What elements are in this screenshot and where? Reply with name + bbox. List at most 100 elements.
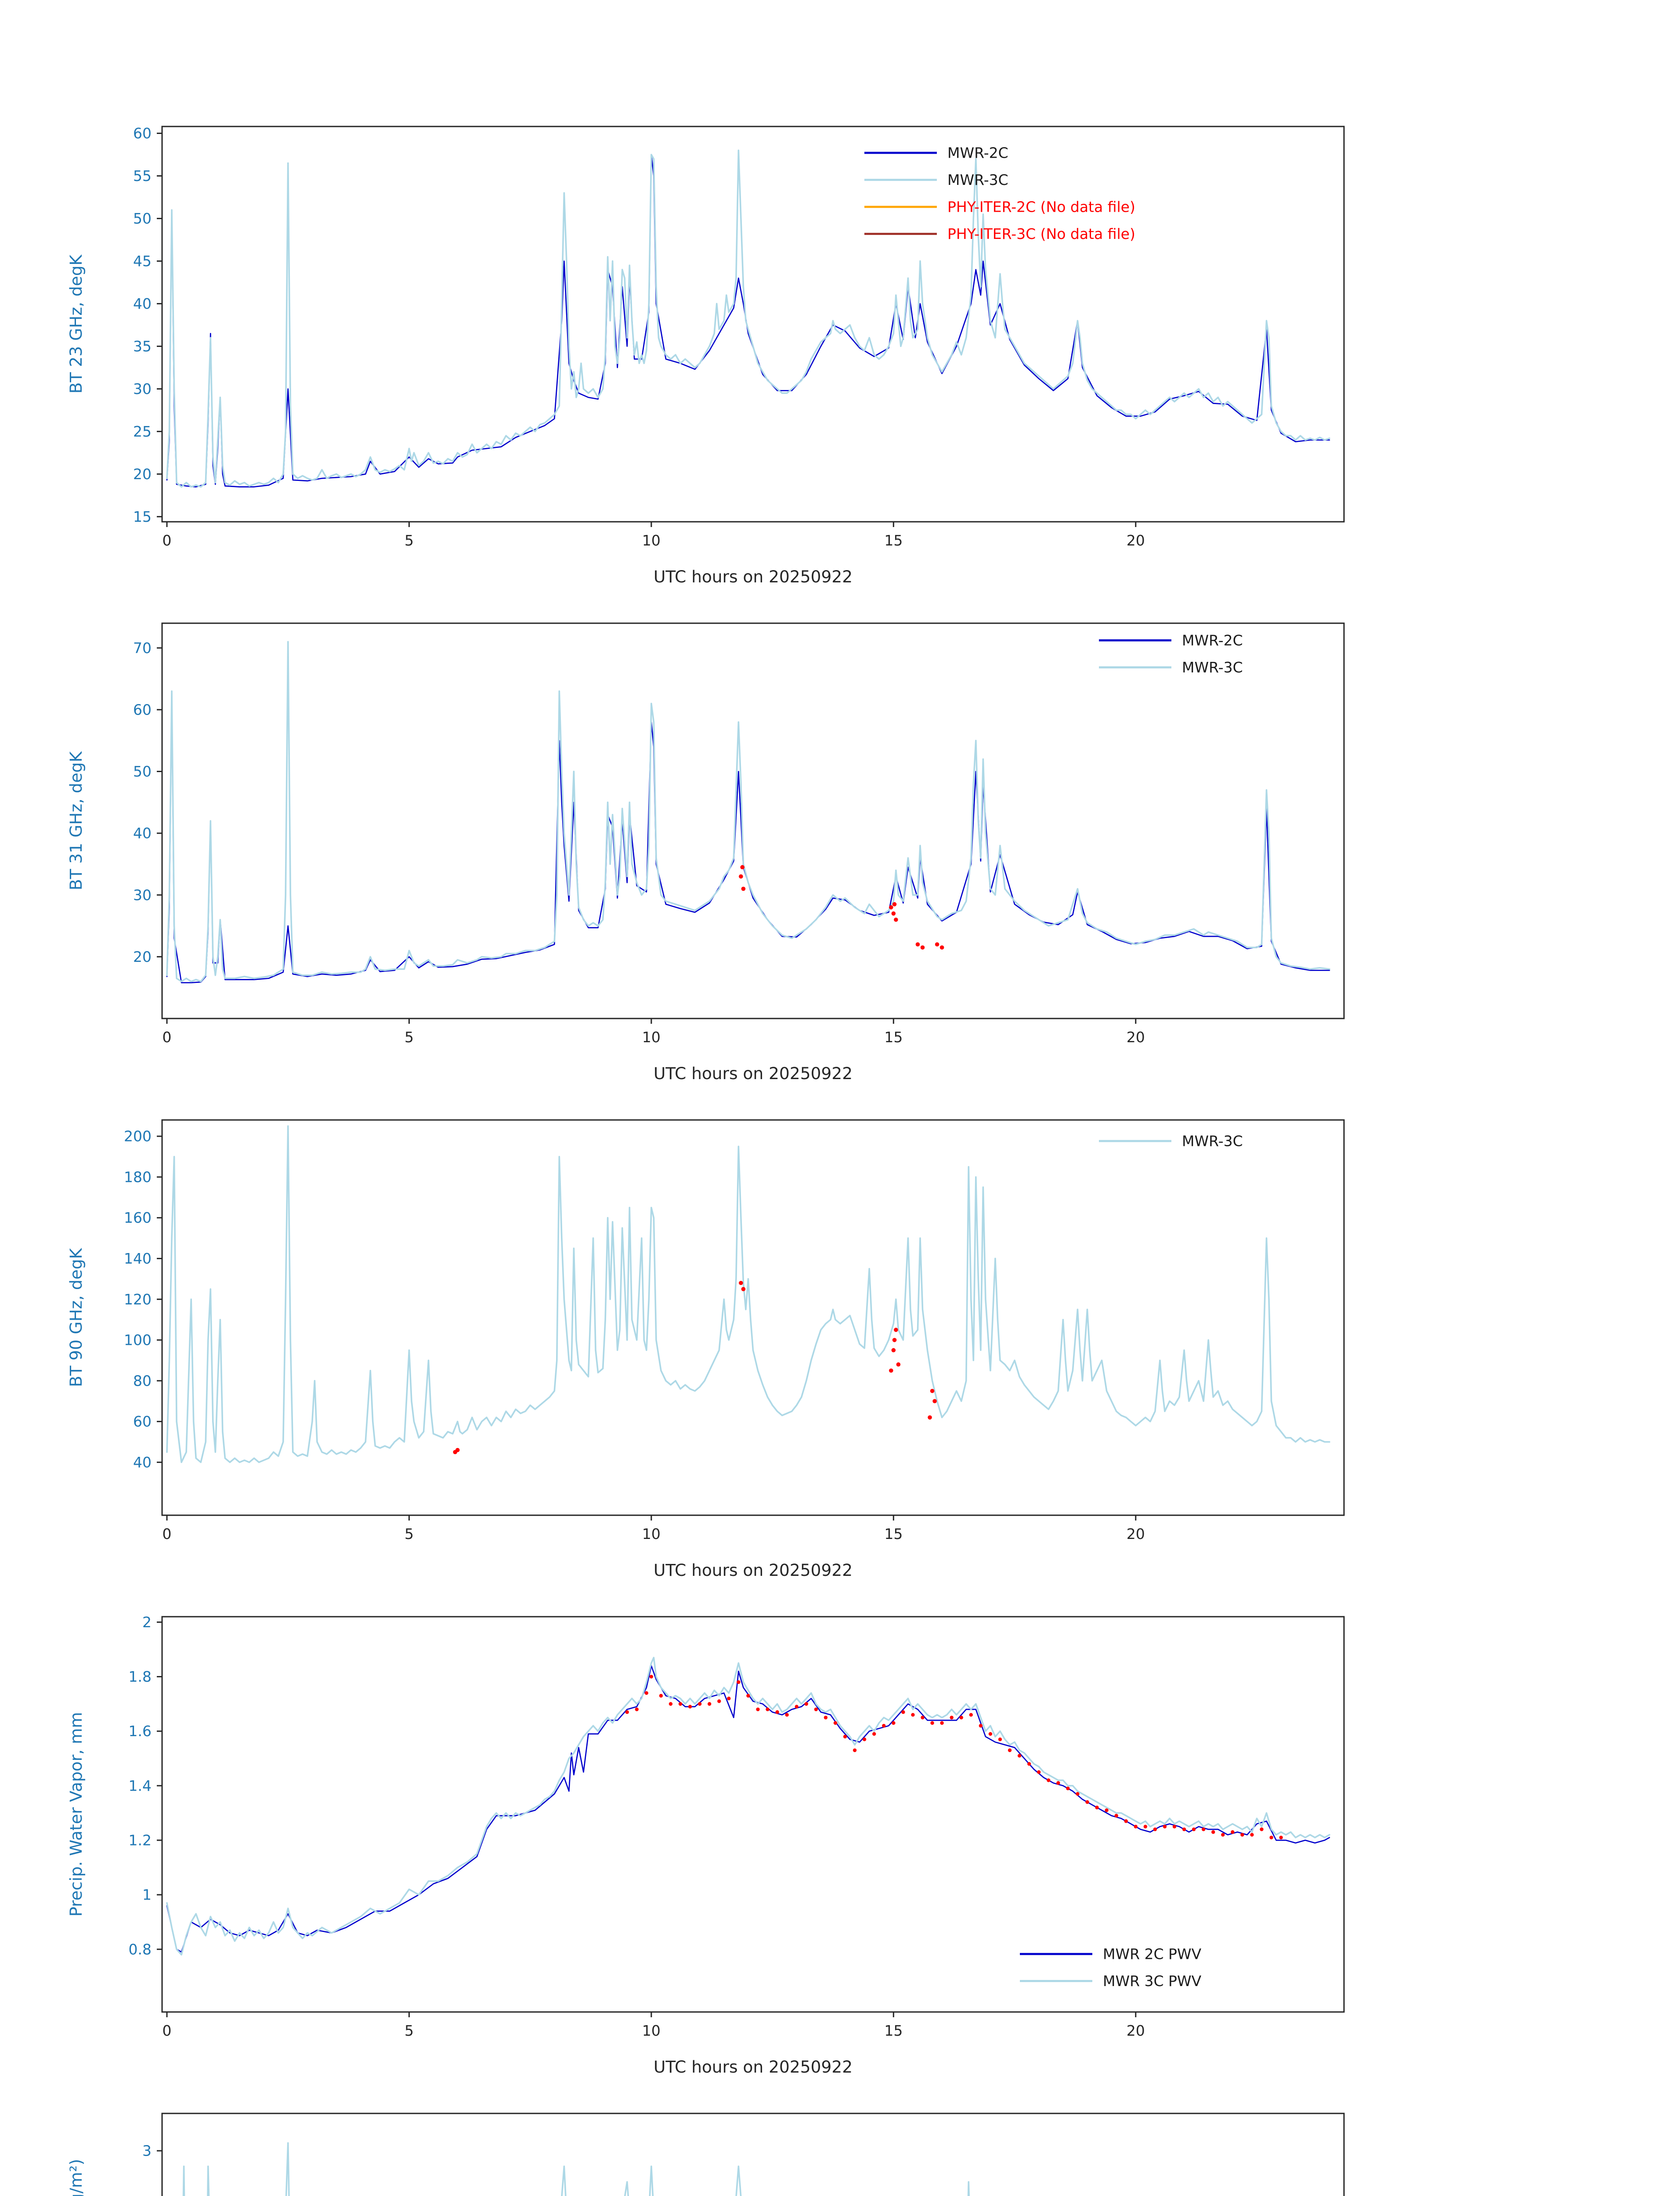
y-tick-label: 35 (133, 338, 152, 355)
legend: MWR-2C MWR-3C PHY-ITER-2C (No data file) PH… (864, 144, 1135, 242)
y-tick-label: 25 (133, 423, 152, 440)
plot-frame (161, 1119, 1345, 1516)
y-tick-label: 1.6 (129, 1723, 152, 1740)
y-tick-label: 2 (142, 1614, 152, 1631)
scatter-point (1172, 1824, 1177, 1829)
scatter-point (688, 1705, 692, 1709)
scatter-point (896, 1362, 901, 1367)
scatter-point (804, 1702, 809, 1706)
x-tick-label: 0 (163, 1525, 172, 1542)
scatter-point (727, 1697, 731, 1701)
series-line-mwr-2c-pwv (166, 1665, 1330, 1953)
chart-panel-bt31: 0 5 10 15 20 20 30 40 50 60 70 UTC hours on 2025092… (0, 617, 1680, 1113)
scatter-point (1105, 1808, 1109, 1812)
legend: MWR-2C MWR-3C (1099, 632, 1243, 676)
y-tick-label: 120 (124, 1291, 152, 1308)
scatter-point (659, 1694, 663, 1698)
series-line-mwr-3c (166, 1125, 1330, 1463)
y-tick-label: 30 (133, 380, 152, 397)
scatter-point (717, 1699, 721, 1703)
y-tick-label: 1 (142, 1886, 152, 1903)
scatter-point (739, 1281, 743, 1285)
scatter-point (969, 1713, 973, 1717)
scatter-point (739, 874, 743, 879)
scatter-point (814, 1707, 818, 1712)
chart-panel-lwp: 0510152011.522.53UTC hours on 20250922lo… (0, 2107, 1680, 2196)
scatter-point (737, 1680, 741, 1684)
y-tick-label: 50 (133, 210, 152, 227)
scatter-point (940, 1721, 944, 1725)
scatter-point (892, 902, 897, 907)
y-tick-label: 60 (133, 701, 152, 718)
scatter-point (950, 1716, 954, 1719)
scatter-point (1260, 1827, 1264, 1831)
scatter-point (746, 1694, 750, 1698)
x-tick-label: 20 (1127, 532, 1145, 549)
x-tick-label: 15 (884, 1029, 903, 1046)
scatter-point (928, 1415, 932, 1420)
scatter-point (1250, 1833, 1254, 1837)
y-tick-label: 160 (124, 1209, 152, 1226)
scatter-point (649, 1675, 654, 1679)
x-tick-label: 10 (642, 1029, 661, 1046)
legend-label: MWR 2C PWV (1103, 1946, 1202, 1963)
y-tick-label: 20 (133, 466, 152, 483)
scatter-point (795, 1705, 798, 1709)
y-tick-label: 1.4 (129, 1777, 152, 1794)
scatter-point (872, 1732, 876, 1736)
scatter-point (833, 1721, 838, 1725)
x-tick-label: 0 (163, 2022, 172, 2039)
x-tick-label: 5 (405, 2022, 414, 2039)
chart-panel-bt90: 0 5 10 15 20 40 60 80 100 120 140 160 180 200 UTC hour… (0, 1113, 1680, 1610)
scatter-point (889, 905, 893, 910)
scatter-point (1066, 1786, 1070, 1791)
x-axis-label: UTC hours on 20250922 (654, 2057, 853, 2077)
scatter-point (1269, 1835, 1273, 1839)
scatter-point (1037, 1770, 1041, 1774)
scatter-point (882, 1724, 886, 1728)
y-tick-label: 0.8 (129, 1941, 152, 1958)
chart-lwp: 0510152011.522.53UTC hours on 20250922lo… (66, 2113, 1345, 2196)
scatter-point (1201, 1827, 1206, 1831)
x-tick-label: 15 (884, 1525, 903, 1542)
plot-frame (161, 622, 1345, 1019)
y-tick-label: 55 (133, 167, 152, 184)
legend-label: MWR-3C (1182, 659, 1243, 676)
legend: MWR 2C PWV MWR 3C PWV (1020, 1946, 1202, 1990)
scatter-point (635, 1707, 639, 1712)
scatter-point (988, 1732, 993, 1736)
y-tick-label: 1.8 (129, 1668, 152, 1685)
scatter-point (889, 1368, 893, 1373)
legend-label: MWR-3C (1182, 1133, 1243, 1150)
y-axis-label: BT 23 GHz, degK (66, 254, 86, 394)
plot-frame (161, 2113, 1345, 2196)
scatter-point (1240, 1833, 1244, 1837)
scatter-point (930, 1721, 934, 1725)
scatter-flagged (739, 865, 944, 950)
scatter-point (766, 1707, 770, 1712)
scatter-point (853, 1748, 857, 1752)
scatter-point (894, 917, 898, 922)
legend: MWR-3C (1099, 1133, 1243, 1150)
scatter-point (1056, 1781, 1060, 1785)
legend-label: PHY-ITER-3C (No data file) (947, 225, 1135, 242)
scatter-point (455, 1448, 460, 1452)
chart-panel-bt23: 0 5 10 15 20 15 20 25 30 35 40 45 50 55 60 UTC hours on… (0, 120, 1680, 617)
y-tick-label: 15 (133, 508, 152, 525)
x-tick-label: 5 (405, 532, 414, 549)
scatter-point (1192, 1827, 1196, 1831)
x-tick-label: 0 (163, 532, 172, 549)
y-axis-label: Precip. Water Vapor, mm (66, 1712, 86, 1917)
y-tick-label: 40 (133, 1454, 152, 1471)
scatter-point (756, 1707, 760, 1712)
y-tick-label: 45 (133, 253, 152, 270)
scatter-point (785, 1713, 789, 1717)
y-axis-label: log10 Liquid Water Path, log10(g/m²) (66, 2159, 86, 2196)
x-axis-label: UTC hours on 20250922 (654, 1064, 853, 1083)
x-axis-label: UTC hours on 20250922 (654, 567, 853, 586)
x-tick-label: 15 (884, 532, 903, 549)
x-tick-label: 10 (642, 2022, 661, 2039)
scatter-point (1182, 1827, 1186, 1831)
y-tick-label: 20 (133, 948, 152, 965)
